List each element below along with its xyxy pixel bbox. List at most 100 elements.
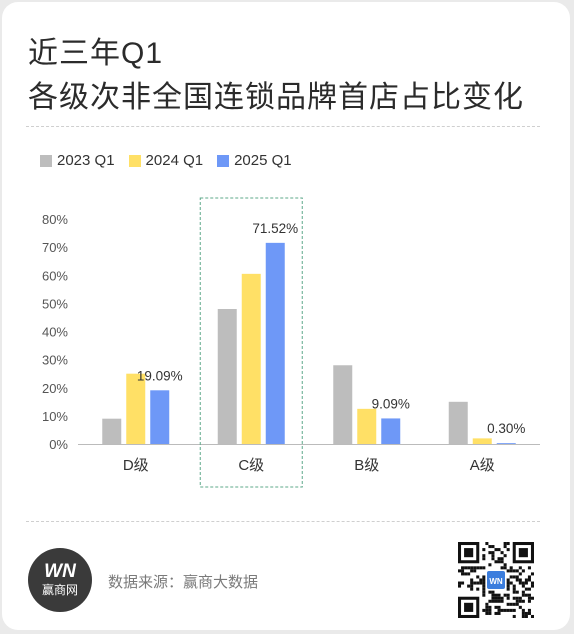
qr-module [470, 584, 474, 588]
qr-module [458, 569, 462, 573]
qr-module [521, 593, 525, 597]
qr-module [530, 614, 534, 618]
qr-module [506, 608, 510, 612]
qr-module [494, 596, 498, 600]
qr-module [512, 569, 516, 573]
y-tick-label: 50% [42, 296, 68, 311]
qr-module [503, 608, 507, 612]
qr-module [476, 566, 480, 570]
qr-module [506, 542, 510, 546]
qr-module [524, 593, 528, 597]
y-tick-label: 60% [42, 268, 68, 283]
bar [333, 365, 353, 444]
legend-label-2025: 2025 Q1 [234, 152, 292, 169]
qr-module [497, 596, 501, 600]
qr-module [527, 593, 531, 597]
qr-module [488, 611, 492, 615]
qr-module [518, 578, 522, 582]
y-tick-label: 20% [42, 381, 68, 396]
qr-module [527, 587, 531, 591]
qr-module [491, 554, 495, 558]
title-line-2: 各级次非全国连锁品牌首店占比变化 [28, 81, 524, 114]
qr-module [482, 548, 486, 552]
qr-module [506, 596, 510, 600]
qr-module [476, 581, 480, 585]
qr-module [497, 599, 501, 603]
chart-title: 近三年Q1 各级次非全国连锁品牌首店占比变化 [28, 32, 524, 120]
qr-module [527, 566, 531, 570]
qr-module [482, 578, 486, 582]
qr-module [500, 596, 504, 600]
qr-module [521, 590, 525, 594]
y-tick-label: 80% [42, 212, 68, 227]
qr-module [488, 608, 492, 612]
qr-module [494, 605, 498, 609]
qr-module [482, 581, 486, 585]
qr-module [467, 572, 471, 576]
legend-label-2023: 2023 Q1 [57, 152, 115, 169]
qr-module [521, 599, 525, 603]
qr-module [491, 593, 495, 597]
qr-module [479, 581, 483, 585]
qr-module [470, 587, 474, 591]
highlight-box [199, 197, 303, 488]
qr-module [485, 605, 489, 609]
qr-module [503, 542, 507, 546]
qr-module [512, 614, 516, 618]
qr-module [515, 575, 519, 579]
qr-module [506, 587, 510, 591]
qr-module [491, 557, 495, 561]
qr-module [521, 608, 525, 612]
qr-module [482, 590, 486, 594]
qr-module [512, 584, 516, 588]
qr-module [488, 605, 492, 609]
logo-mark: WN [44, 561, 76, 582]
qr-module [500, 557, 504, 561]
x-tick-label: D级 [123, 457, 149, 474]
qr-module [482, 587, 486, 591]
qr-module [491, 596, 495, 600]
qr-module [503, 554, 507, 558]
qr-module [497, 557, 501, 561]
legend-label-2024: 2024 Q1 [145, 152, 204, 169]
qr-module [527, 599, 531, 603]
qr-module [521, 611, 525, 615]
qr-module [503, 593, 507, 597]
qr-module [518, 566, 522, 570]
qr-module [473, 581, 477, 585]
qr-module [512, 608, 516, 612]
qr-code-icon[interactable]: WN [458, 542, 534, 618]
qr-module [494, 548, 498, 552]
qr-module [521, 614, 525, 618]
qr-module [518, 596, 522, 600]
data-source: 数据来源：赢商大数据 [108, 574, 259, 591]
qr-module [488, 599, 492, 603]
logo-name: 赢商网 [41, 583, 78, 597]
data-label: 9.09% [372, 396, 410, 411]
qr-module [491, 590, 495, 594]
bar [496, 443, 516, 444]
qr-module [509, 602, 513, 606]
qr-module [485, 608, 489, 612]
data-label: 71.52% [252, 221, 298, 236]
qr-module [524, 614, 528, 618]
qr-module [461, 581, 465, 585]
qr-module [494, 560, 498, 564]
qr-module [500, 551, 504, 555]
legend: 2023 Q1 2024 Q1 2025 Q1 [40, 152, 292, 169]
qr-module [482, 566, 486, 570]
qr-module [518, 572, 522, 576]
qr-module [461, 572, 465, 576]
qr-module [485, 542, 489, 546]
bar [448, 401, 468, 444]
qr-module [530, 572, 534, 576]
qr-module [530, 584, 534, 588]
qr-module [464, 572, 468, 576]
qr-module [506, 548, 510, 552]
qr-module [482, 593, 486, 597]
qr-module [467, 584, 471, 588]
x-tick-label: B级 [354, 457, 379, 474]
qr-module [482, 584, 486, 588]
qr-module [470, 578, 474, 582]
x-tick-label: C级 [238, 457, 264, 474]
